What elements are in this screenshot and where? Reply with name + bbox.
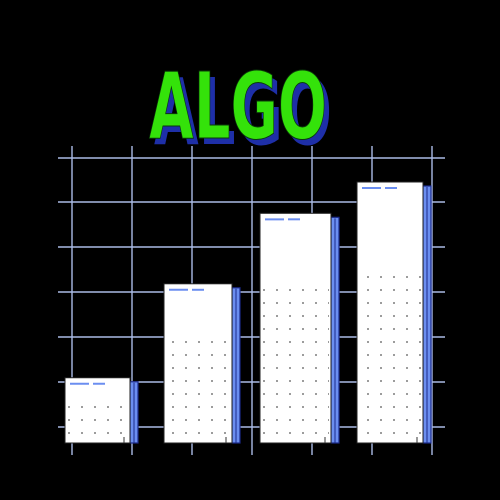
bar-4	[356, 181, 432, 444]
title: ALGO ALGO	[149, 53, 333, 167]
bars	[64, 181, 432, 444]
title-text: ALGO	[149, 53, 327, 160]
bar-dots	[166, 334, 230, 441]
bar-3	[259, 212, 340, 444]
bar-dots	[262, 286, 329, 441]
bar-dots	[67, 398, 128, 441]
title-shadow: ALGO	[154, 59, 332, 166]
bar-2	[163, 283, 241, 444]
bar-dots	[359, 265, 421, 441]
bar-1	[64, 377, 139, 444]
